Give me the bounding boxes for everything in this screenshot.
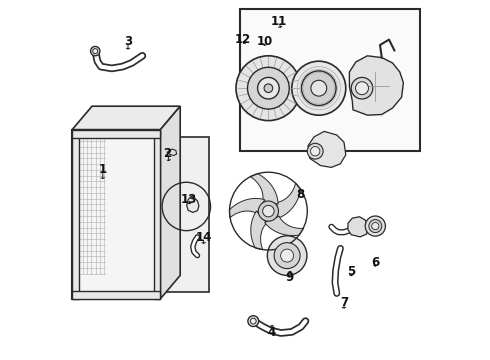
Polygon shape — [308, 131, 346, 167]
Text: 14: 14 — [196, 231, 212, 244]
Polygon shape — [348, 217, 368, 237]
Polygon shape — [187, 196, 199, 212]
Polygon shape — [251, 211, 267, 250]
Bar — [240, 9, 419, 151]
Circle shape — [372, 222, 379, 230]
Circle shape — [248, 316, 259, 327]
Circle shape — [264, 84, 273, 93]
Circle shape — [274, 243, 300, 269]
Circle shape — [93, 49, 98, 54]
Text: 10: 10 — [257, 35, 273, 48]
Text: 12: 12 — [235, 33, 251, 46]
Circle shape — [268, 236, 307, 275]
Polygon shape — [160, 106, 180, 299]
Circle shape — [91, 46, 100, 56]
Circle shape — [263, 205, 274, 217]
Text: 2: 2 — [164, 147, 171, 159]
Circle shape — [258, 201, 278, 221]
Bar — [72, 130, 160, 138]
Polygon shape — [349, 56, 403, 115]
Text: 1: 1 — [99, 163, 107, 176]
Circle shape — [258, 77, 279, 99]
Text: 13: 13 — [181, 193, 197, 206]
Text: 4: 4 — [268, 327, 276, 339]
Polygon shape — [277, 183, 301, 218]
Text: 8: 8 — [296, 188, 305, 201]
Circle shape — [250, 318, 256, 324]
Polygon shape — [250, 174, 278, 204]
Circle shape — [301, 71, 336, 105]
Circle shape — [365, 216, 386, 236]
Bar — [72, 130, 160, 299]
Circle shape — [281, 249, 294, 262]
Polygon shape — [72, 106, 180, 130]
Bar — [72, 291, 160, 299]
Circle shape — [247, 67, 289, 109]
Text: 11: 11 — [271, 15, 287, 28]
Polygon shape — [167, 149, 176, 156]
Bar — [154, 130, 160, 299]
Text: 3: 3 — [124, 35, 132, 48]
Text: 9: 9 — [286, 271, 294, 284]
Circle shape — [369, 220, 382, 233]
Circle shape — [351, 77, 373, 99]
Text: 7: 7 — [340, 296, 348, 309]
Polygon shape — [265, 216, 303, 235]
Circle shape — [307, 143, 323, 159]
Circle shape — [356, 82, 368, 95]
Circle shape — [311, 147, 320, 156]
Text: 5: 5 — [347, 265, 355, 278]
Bar — [159, 137, 209, 292]
Bar — [72, 130, 79, 299]
Circle shape — [236, 56, 301, 121]
Text: 6: 6 — [371, 256, 379, 269]
Circle shape — [311, 80, 327, 96]
Polygon shape — [229, 198, 265, 218]
Circle shape — [292, 61, 346, 115]
